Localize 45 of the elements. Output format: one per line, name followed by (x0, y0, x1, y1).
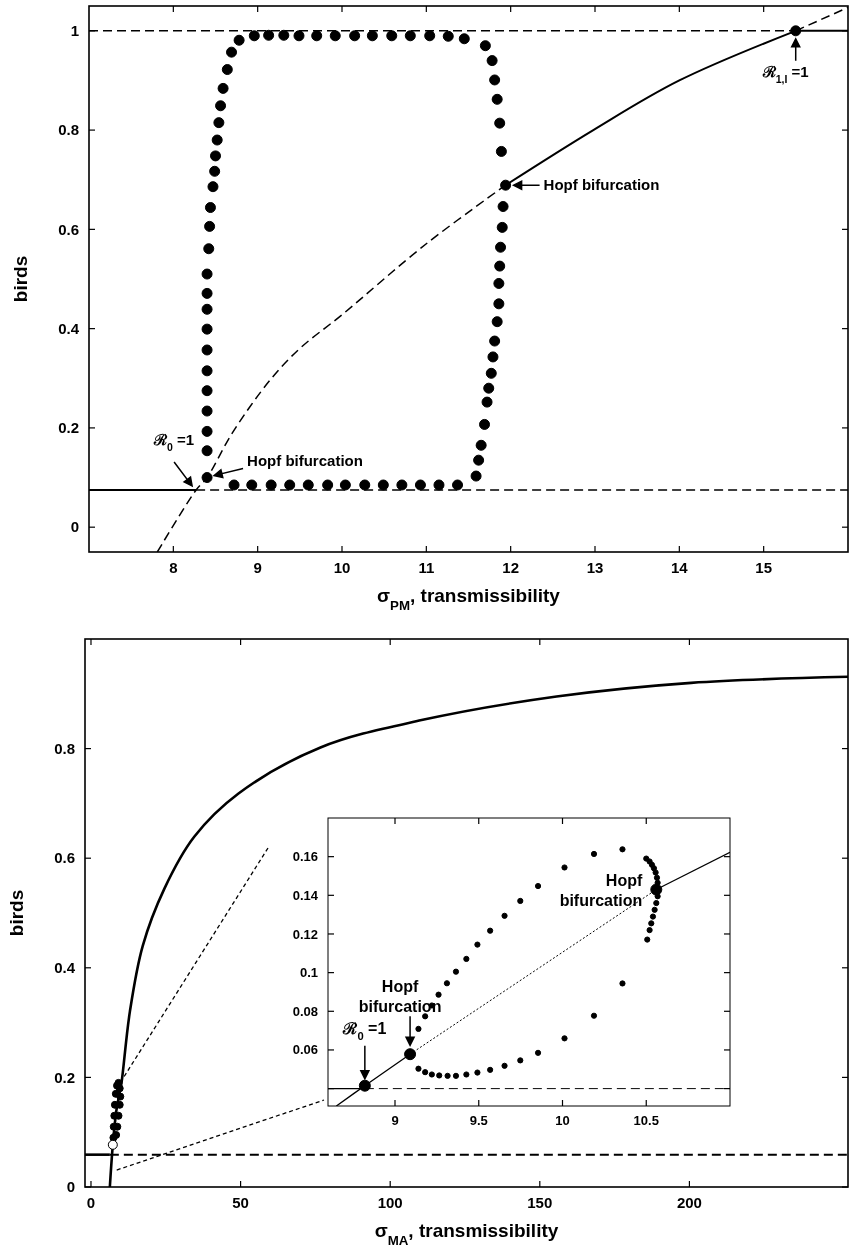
x-tick-label: 11 (418, 559, 435, 576)
annotation: Hopf bifurcation (247, 451, 363, 469)
y-tick-label: 0.14 (292, 887, 319, 903)
annotation: Hopf bifurcation (543, 176, 660, 194)
y-tick-label: 0.16 (292, 849, 318, 865)
x-tick-label: 9.5 (469, 1113, 488, 1128)
x-tick-label: 50 (232, 1194, 249, 1211)
x-axis-title: σ$_{PM}$, transmissibility (377, 585, 561, 613)
annotation: ℛ$_{1,I}$ =1 (761, 62, 809, 85)
y-tick-label: 0.06 (292, 1042, 318, 1058)
x-tick-label: 0 (86, 1194, 96, 1211)
y-tick-label: 0 (66, 1178, 75, 1196)
y-tick-label: 0.8 (58, 121, 79, 139)
y-tick-label: 0 (70, 518, 79, 536)
y-tick-label: 0.6 (54, 849, 75, 867)
x-tick-label: 100 (377, 1194, 403, 1211)
x-tick-label: 12 (502, 559, 520, 576)
y-axis-title: birds (10, 255, 31, 303)
x-tick-label: 10 (555, 1113, 570, 1128)
annotation: ℛ$_{0}$ =1 (153, 430, 195, 453)
annotation: ℛ$_{0}$ =1 (342, 1019, 387, 1042)
x-tick-label: 15 (755, 559, 773, 576)
x-tick-label: 200 (676, 1194, 702, 1211)
x-tick-label: 8 (169, 559, 178, 576)
y-tick-label: 0.4 (54, 959, 76, 977)
x-tick-label: 10.5 (633, 1113, 659, 1128)
x-axis-title: σ$_{MA}$, transmissibility (374, 1220, 559, 1248)
annotation: Hopf bifurcation (559, 871, 643, 909)
x-tick-label: 9 (253, 559, 262, 576)
y-tick-label: 0.1 (299, 965, 318, 981)
y-tick-label: 0.8 (54, 739, 75, 757)
x-tick-label: 13 (586, 559, 604, 576)
annotation: Hopf bifurcation (358, 978, 442, 1016)
x-tick-label: 9 (391, 1113, 399, 1128)
y-tick-label: 0.4 (58, 319, 80, 337)
y-tick-label: 0.08 (292, 1003, 318, 1019)
y-tick-label: 0.12 (292, 926, 318, 942)
y-tick-label: 1 (70, 22, 79, 40)
x-tick-label: 150 (527, 1194, 553, 1211)
y-tick-label: 0.6 (58, 220, 79, 238)
x-tick-label: 10 (333, 559, 351, 576)
y-tick-label: 0.2 (54, 1068, 75, 1086)
y-axis-title: birds (6, 889, 27, 937)
y-tick-label: 0.2 (58, 419, 79, 437)
x-tick-label: 14 (670, 559, 689, 576)
